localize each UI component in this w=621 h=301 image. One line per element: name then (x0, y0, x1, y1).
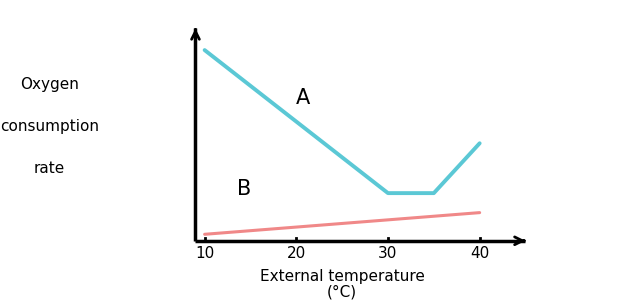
Text: Oxygen: Oxygen (20, 77, 79, 92)
Text: rate: rate (34, 161, 65, 176)
Text: External temperature: External temperature (260, 269, 425, 284)
Text: (°C): (°C) (327, 284, 357, 299)
Text: A: A (296, 88, 310, 108)
Text: consumption: consumption (0, 119, 99, 134)
Text: B: B (237, 179, 251, 199)
